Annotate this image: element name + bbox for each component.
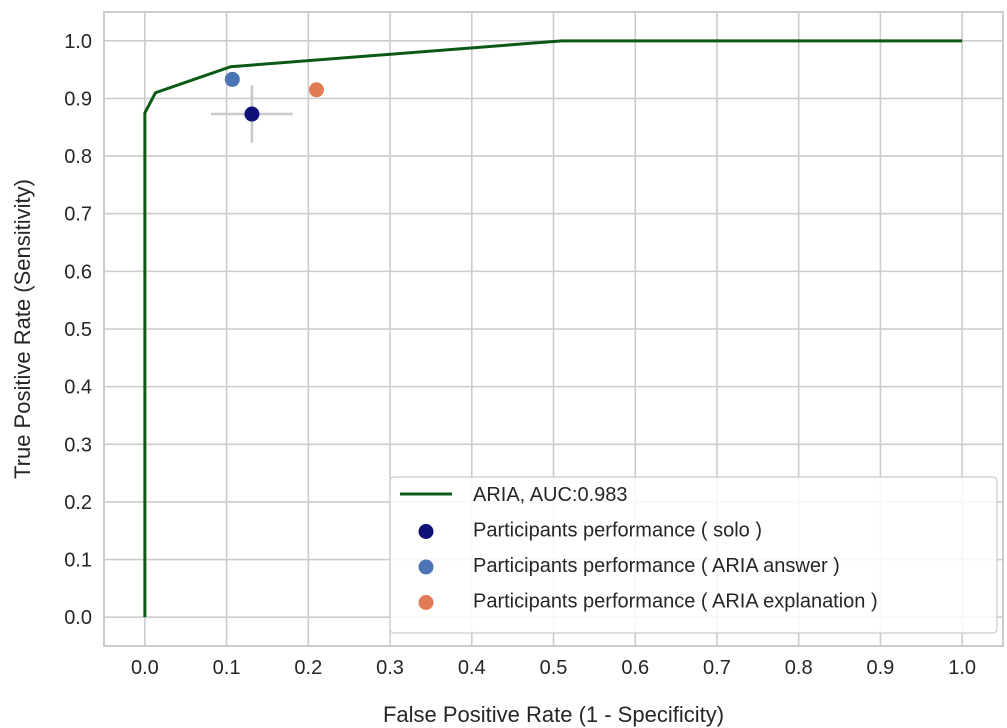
legend-dot-swatch-2 <box>418 559 434 575</box>
legend-dot-swatch-3 <box>418 595 434 610</box>
plot-frame <box>103 11 1004 647</box>
y-tick-label-1: 0.1 <box>64 550 92 572</box>
legend-box <box>389 476 998 634</box>
x-tick-label-0: 0.0 <box>131 657 159 679</box>
x-axis-label: False Positive Rate (1 - Specificity) <box>383 702 724 727</box>
y-axis-label: True Positive Rate (Sensitivity) <box>10 179 35 479</box>
x-tick-label-5: 0.5 <box>540 657 568 679</box>
x-tick-label-2: 0.2 <box>294 657 322 679</box>
legend-label-1: Participants performance ( solo ) <box>473 520 762 542</box>
legend-dot-swatch-1 <box>418 524 434 539</box>
y-tick-label-10: 1.0 <box>64 31 92 53</box>
x-tick-label-10: 1.0 <box>948 657 976 679</box>
point-marker-2 <box>308 82 324 98</box>
y-tick-label-8: 0.8 <box>64 146 92 168</box>
x-tick-label-4: 0.4 <box>458 657 486 679</box>
y-tick-label-2: 0.2 <box>64 492 92 514</box>
tick-labels: 0.0 0.1 0.2 0.3 0.4 0.5 0.6 0.7 0.8 0.9 1.0 0.0 0.1 0… <box>64 31 976 679</box>
point-marker-0 <box>244 106 260 122</box>
x-tick-label-3: 0.3 <box>376 657 404 679</box>
legend-label-0: ARIA, AUC:0.983 <box>473 484 628 506</box>
x-tick-label-9: 0.9 <box>867 657 895 679</box>
point-marker-1 <box>224 71 240 87</box>
legend-label-3: Participants performance ( ARIA explanat… <box>473 591 878 613</box>
x-tick-label-8: 0.8 <box>785 657 813 679</box>
y-tick-label-3: 0.3 <box>64 434 92 456</box>
x-tick-label-7: 0.7 <box>703 657 731 679</box>
y-tick-label-6: 0.6 <box>64 261 92 283</box>
legend-label-2: Participants performance ( ARIA answer ) <box>473 555 840 577</box>
x-tick-label-1: 0.1 <box>213 657 241 679</box>
y-tick-label-5: 0.5 <box>64 319 92 341</box>
legend: ARIA, AUC:0.983 Participants performance … <box>389 476 998 634</box>
y-tick-label-4: 0.4 <box>64 377 92 399</box>
y-tick-label-0: 0.0 <box>64 607 92 629</box>
y-tick-label-9: 0.9 <box>64 88 92 110</box>
performance-points <box>224 71 324 122</box>
x-tick-label-6: 0.6 <box>621 657 649 679</box>
roc-curve-line <box>143 39 963 618</box>
y-tick-label-7: 0.7 <box>64 204 92 226</box>
